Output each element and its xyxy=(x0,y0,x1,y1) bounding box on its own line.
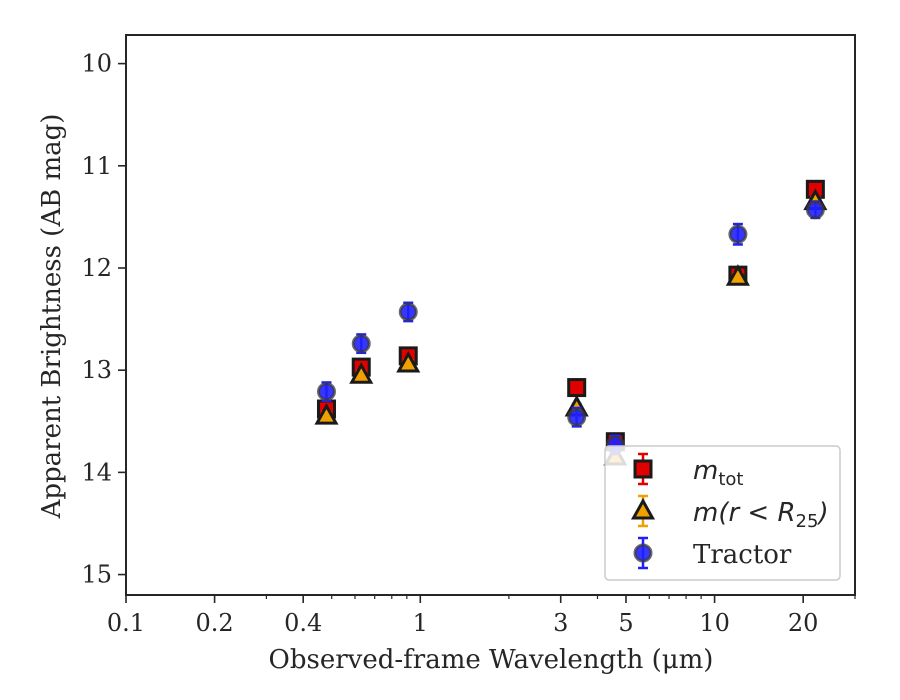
legend-m-r-end: ) xyxy=(816,498,828,528)
point-tractor xyxy=(805,200,825,220)
y-tick-label: 15 xyxy=(81,561,112,589)
legend-label-tractor: Tractor xyxy=(693,540,792,570)
x-tick-label: 0.1 xyxy=(107,609,145,637)
legend-label-m-r25: m(r < R25) xyxy=(693,498,829,532)
y-tick-label: 13 xyxy=(81,356,112,384)
y-tick-label: 11 xyxy=(81,152,112,180)
series-tractor xyxy=(316,200,825,456)
legend-marker-m-tot xyxy=(633,459,653,479)
plot-frame xyxy=(125,34,856,596)
x-tick-label: 1 xyxy=(413,609,428,637)
legend-m-r-base: m(r < R xyxy=(693,498,796,528)
x-tick-label: 0.4 xyxy=(284,609,322,637)
point-m-r25 xyxy=(396,350,421,373)
x-tick-label: 0.2 xyxy=(196,609,234,637)
y-tick-label: 12 xyxy=(81,254,112,282)
data-markers xyxy=(314,179,828,466)
x-tick-label: 10 xyxy=(699,609,730,637)
legend-m-r-sub: 25 xyxy=(796,511,819,532)
point-tractor xyxy=(316,382,336,402)
point-m-r25 xyxy=(349,362,374,384)
x-axis-label: Observed-frame Wavelength (μm) xyxy=(269,645,714,675)
legend-m-tot-sub: tot xyxy=(718,469,743,490)
legend-label-m-tot: mtot xyxy=(693,456,743,490)
point-tractor xyxy=(351,334,371,354)
y-axis-label: Apparent Brightness (AB mag) xyxy=(37,114,67,520)
legend-marker-tractor xyxy=(633,543,653,563)
legend-markers xyxy=(630,452,656,570)
legend: mtot m(r < R25) Tractor xyxy=(604,445,841,581)
x-tick-label: 5 xyxy=(618,609,633,637)
point-tractor xyxy=(398,302,418,322)
x-tick-label: 20 xyxy=(788,609,819,637)
point-m-r25 xyxy=(725,264,750,286)
y-tick-label: 10 xyxy=(81,50,112,78)
point-m-tot xyxy=(567,378,587,398)
legend-box xyxy=(604,445,841,581)
point-tractor xyxy=(567,407,587,427)
legend-m-tot-base: m xyxy=(693,456,718,486)
point-tractor xyxy=(728,224,748,244)
x-axis-ticks: 0.1 0.2 0.4 1 3 5 10 20 xyxy=(107,595,856,637)
legend-marker-m-r25 xyxy=(630,497,656,520)
point-m-r25 xyxy=(314,403,339,425)
y-tick-label: 14 xyxy=(81,458,112,486)
x-tick-label: 3 xyxy=(553,609,568,637)
y-axis-ticks: 10 11 12 13 14 15 xyxy=(81,50,126,589)
